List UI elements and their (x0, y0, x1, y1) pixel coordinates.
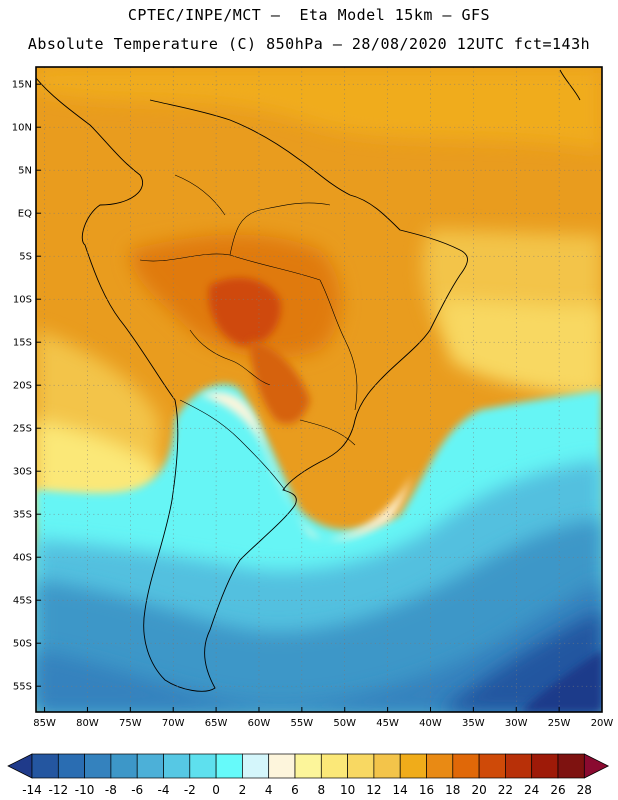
lon-label: 40W (419, 718, 442, 729)
lon-label: 45W (376, 718, 399, 729)
lat-label: 5N (18, 166, 32, 177)
lat-lon-grid (36, 67, 603, 712)
lon-label: 20W (591, 718, 614, 729)
lon-label: 55W (291, 718, 314, 729)
colorbar-label: -8 (105, 783, 117, 797)
colorbar-label: 20 (471, 783, 486, 797)
colorbar-swatch (268, 753, 296, 779)
colorbar-label: -4 (158, 783, 170, 797)
colorbar-label: 26 (550, 783, 565, 797)
colorbar-swatch (84, 753, 112, 779)
colorbar-swatch (320, 753, 348, 779)
lat-label: 25S (13, 424, 32, 435)
colorbar: -14 -12 -10 -8 -6 -4 -2 0 2 4 6 8 10 12 14 16 18 20 22 24 26… (7, 753, 610, 797)
coastline (36, 69, 581, 692)
country-borders (139, 174, 358, 491)
colorbar-swatch (557, 753, 585, 779)
colorbar-label: 18 (445, 783, 460, 797)
colorbar-label: -14 (22, 783, 42, 797)
colorbar-label: 12 (366, 783, 381, 797)
latitude-labels: 15N 10N 5N EQ 5S 10S 15S 20S 25S 30S 35S 40S 45S 50S 5… (12, 80, 41, 693)
lat-label: 35S (13, 510, 32, 521)
colorbar-label: 6 (291, 783, 299, 797)
colorbar-label: 16 (419, 783, 434, 797)
lat-label: EQ (18, 209, 32, 220)
lon-label: 25W (548, 718, 571, 729)
colorbar-label: -10 (75, 783, 95, 797)
lon-label: 35W (462, 718, 485, 729)
colorbar-swatch (242, 753, 270, 779)
colorbar-swatch (478, 753, 506, 779)
colorbar-label: -6 (131, 783, 143, 797)
colorbar-swatch (31, 753, 59, 779)
lon-label: 85W (33, 718, 56, 729)
lat-label: 10N (12, 123, 32, 134)
colorbar-swatch (110, 753, 138, 779)
colorbar-label: 22 (498, 783, 513, 797)
colorbar-swatch (347, 753, 375, 779)
lat-label: 20S (13, 381, 32, 392)
colorbar-label: 10 (340, 783, 355, 797)
chart-title-line-2: Absolute Temperature (C) 850hPa – 28/08/… (27, 35, 591, 53)
lon-label: 80W (76, 718, 99, 729)
colorbar-label: 0 (212, 783, 220, 797)
temperature-field (36, 67, 602, 712)
colorbar-label: -12 (48, 783, 68, 797)
colorbar-label: 28 (577, 783, 592, 797)
lon-label: 70W (162, 718, 185, 729)
lon-label: 50W (333, 718, 356, 729)
colorbar-label: 4 (265, 783, 273, 797)
lat-label: 45S (13, 596, 32, 607)
colorbar-swatch (294, 753, 322, 779)
colorbar-label: 8 (317, 783, 325, 797)
lat-label: 55S (13, 682, 32, 693)
colorbar-max-arrow (583, 753, 610, 779)
colorbar-label: 24 (524, 783, 539, 797)
lon-label: 65W (205, 718, 228, 729)
lat-label: 30S (13, 467, 32, 478)
colorbar-swatch (373, 753, 401, 779)
colorbar-swatch (57, 753, 85, 779)
colorbar-label: 2 (239, 783, 247, 797)
lat-label: 10S (13, 295, 32, 306)
colorbar-swatch (215, 753, 243, 779)
longitude-labels: 85W 80W 75W 70W 65W 60W 55W 50W 45W 40W 35W 30W 25W 2… (33, 707, 613, 729)
colorbar-swatch (531, 753, 559, 779)
colorbar-swatch (163, 753, 191, 779)
lon-label: 60W (248, 718, 271, 729)
colorbar-label: -2 (184, 783, 196, 797)
lat-label: 15N (12, 80, 32, 91)
lon-label: 30W (505, 718, 528, 729)
colorbar-swatch (136, 753, 164, 779)
colorbar-swatch (189, 753, 217, 779)
colorbar-swatch (399, 753, 427, 779)
colorbar-swatch (505, 753, 533, 779)
lat-label: 5S (19, 252, 32, 263)
lat-label: 50S (13, 639, 32, 650)
lon-label: 75W (119, 718, 142, 729)
lat-label: 40S (13, 553, 32, 564)
chart-title-line-1: CPTEC/INPE/MCT – Eta Model 15km – GFS (127, 6, 491, 24)
colorbar-swatch (452, 753, 480, 779)
colorbar-swatch (426, 753, 454, 779)
map-frame (35, 66, 603, 713)
colorbar-min-arrow (7, 753, 33, 779)
colorbar-label: 14 (393, 783, 408, 797)
lat-label: 15S (13, 338, 32, 349)
